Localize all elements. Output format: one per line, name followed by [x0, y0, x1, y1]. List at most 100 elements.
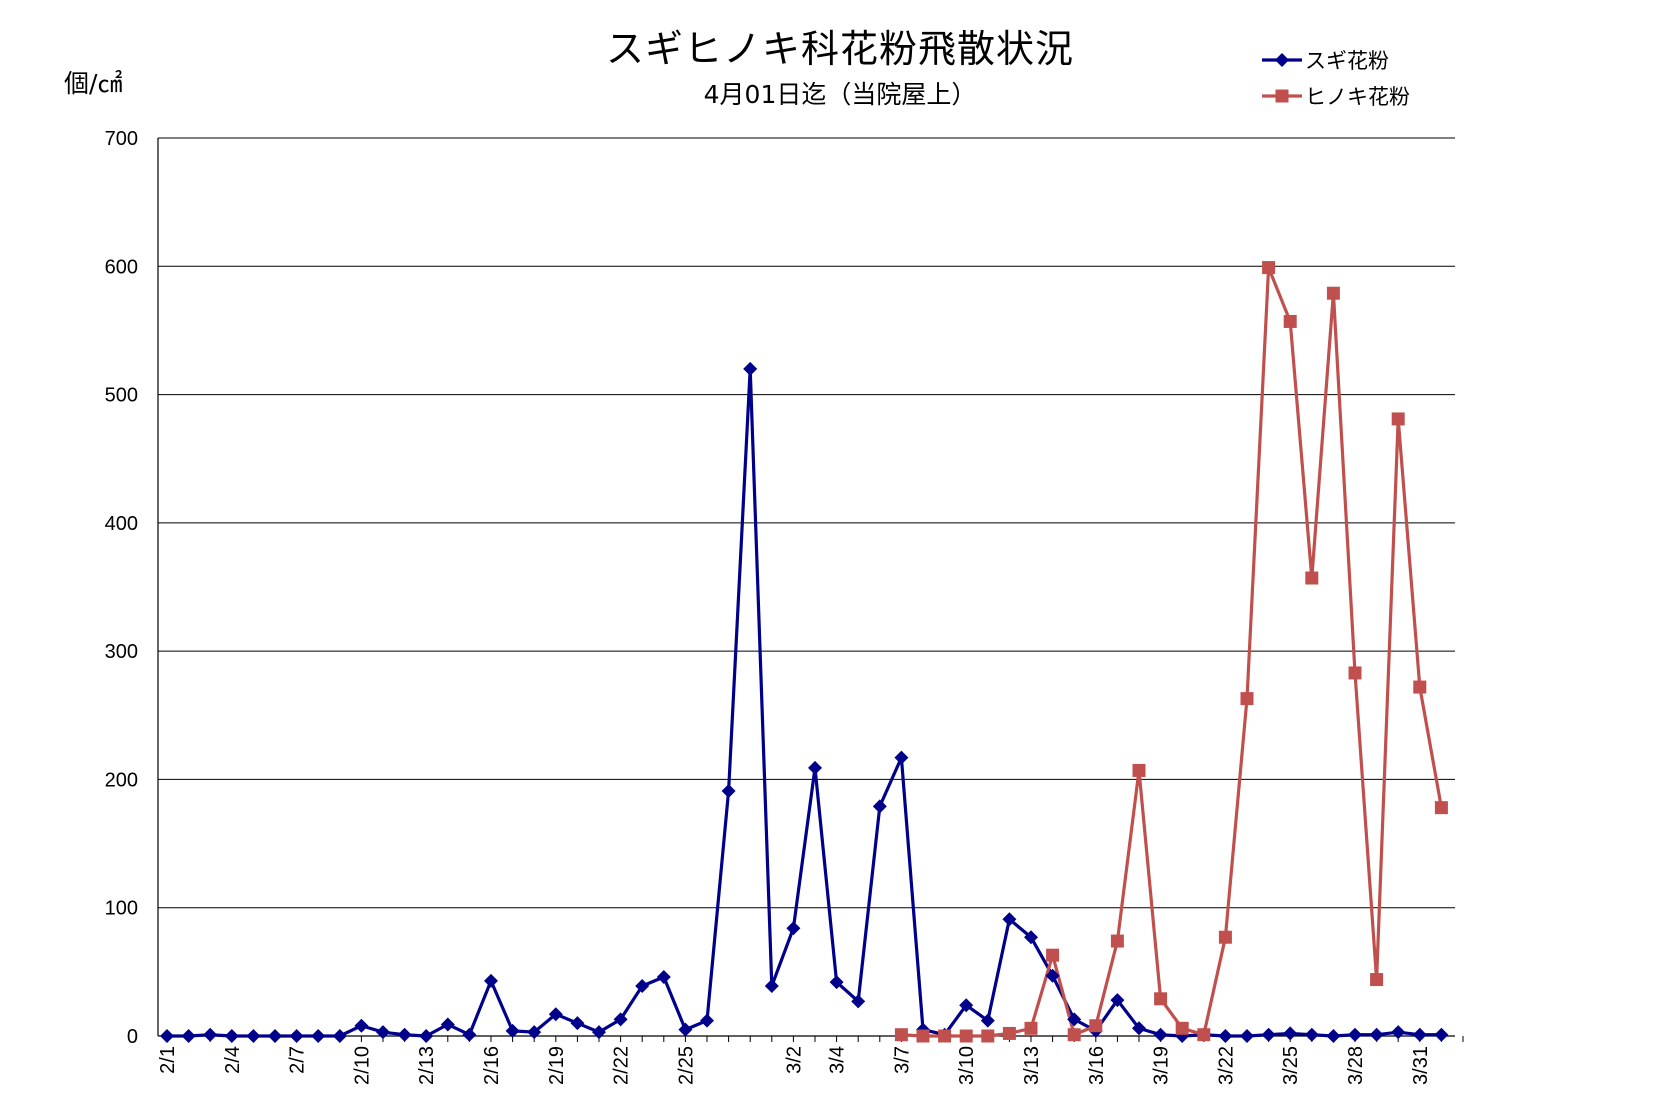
sugi-point-2-10 — [354, 1018, 369, 1033]
sugi-point-3-27 — [1326, 1029, 1341, 1043]
sugi-point-3-26 — [1304, 1027, 1319, 1042]
sugi-point-2-21 — [592, 1025, 606, 1040]
sugi-point-3-3 — [808, 760, 822, 775]
sugi-point-2-11 — [376, 1025, 390, 1040]
x-tick-3-31: 3/31 — [1410, 1046, 1432, 1085]
x-tick-2-19: 2/19 — [546, 1046, 568, 1085]
hinoki-point-3-8 — [916, 1029, 930, 1043]
hinoki-point-3-12 — [1002, 1026, 1016, 1040]
series-markers — [160, 261, 1449, 1043]
series-line-1 — [901, 265, 1443, 1038]
sugi-point-2-15 — [462, 1027, 477, 1042]
x-tick-2-10: 2/10 — [351, 1046, 373, 1085]
legend-marker-0 — [1275, 53, 1289, 67]
series-lines — [167, 265, 1443, 1038]
hinoki-point-3-31 — [1413, 680, 1427, 694]
sugi-point-2-23 — [635, 978, 650, 993]
hinoki-point-3-11 — [981, 1029, 995, 1043]
hinoki-point-3-25 — [1283, 314, 1297, 328]
hinoki-point-3-7 — [894, 1028, 908, 1042]
sugi-point-2-12 — [397, 1027, 412, 1042]
hinoki-point-4-1 — [1434, 801, 1448, 815]
chart-title: スギヒノキ科花粉飛散状況 — [605, 27, 1074, 71]
sugi-point-3-22 — [1218, 1029, 1233, 1043]
x-tick-3-19: 3/19 — [1151, 1046, 1173, 1085]
sugi-point-2-19 — [548, 1007, 563, 1022]
sugi-point-3-28 — [1348, 1027, 1362, 1042]
x-tick-2-16: 2/16 — [481, 1046, 503, 1085]
sugi-point-3-7 — [894, 750, 909, 765]
sugi-point-3-23 — [1240, 1029, 1254, 1043]
sugi-point-2-9 — [332, 1029, 347, 1043]
y-tick-300: 300 — [105, 641, 138, 663]
y-tick-100: 100 — [105, 898, 138, 920]
sugi-point-2-18 — [527, 1025, 542, 1040]
sugi-point-3-19 — [1153, 1027, 1168, 1042]
y-tick-500: 500 — [105, 385, 138, 407]
y-axis-unit-label: 個/㎠ — [64, 69, 123, 98]
sugi-point-3-17 — [1110, 993, 1125, 1008]
sugi-point-3-24 — [1261, 1027, 1276, 1042]
y-tick-400: 400 — [105, 513, 138, 535]
sugi-point-2-5 — [246, 1029, 261, 1043]
sugi-point-2-6 — [268, 1029, 282, 1043]
sugi-point-2-4 — [224, 1029, 239, 1043]
legend-marker-1 — [1275, 89, 1289, 103]
sugi-point-3-13 — [1024, 930, 1038, 945]
sugi-point-3-2 — [786, 921, 801, 936]
sugi-point-2-22 — [613, 1012, 628, 1027]
hinoki-point-3-23 — [1240, 692, 1254, 706]
sugi-point-4-1 — [1434, 1027, 1449, 1042]
sugi-point-3-4 — [829, 975, 844, 990]
hinoki-point-3-13 — [1024, 1021, 1038, 1035]
hinoki-point-3-28 — [1348, 666, 1362, 680]
hinoki-point-3-30 — [1391, 412, 1405, 426]
legend-label-1: ヒノキ花粉 — [1305, 85, 1410, 109]
sugi-point-2-13 — [419, 1029, 434, 1043]
hinoki-point-3-18 — [1132, 763, 1146, 777]
sugi-point-3-5 — [851, 994, 866, 1009]
sugi-point-2-3 — [203, 1027, 218, 1042]
sugi-point-2-17 — [505, 1023, 520, 1038]
hinoki-point-3-20 — [1175, 1021, 1189, 1035]
sugi-point-2-28 — [743, 361, 758, 376]
sugi-point-2-14 — [440, 1017, 455, 1032]
y-tick-600: 600 — [105, 256, 138, 278]
sugi-point-3-1 — [764, 978, 779, 993]
sugi-point-3-12 — [1002, 912, 1017, 927]
sugi-point-3-31 — [1412, 1027, 1427, 1042]
hinoki-point-3-16 — [1089, 1019, 1103, 1033]
x-tick-3-10: 3/10 — [956, 1046, 978, 1085]
hinoki-point-3-19 — [1154, 992, 1168, 1006]
sugi-point-2-8 — [311, 1029, 326, 1043]
sugi-point-2-16 — [484, 973, 498, 988]
x-tick-2-7: 2/7 — [287, 1046, 309, 1074]
y-tick-200: 200 — [105, 769, 138, 791]
sugi-point-2-2 — [181, 1029, 196, 1043]
sugi-point-2-25 — [678, 1022, 693, 1037]
sugi-point-3-6 — [872, 799, 887, 814]
hinoki-point-3-22 — [1218, 930, 1232, 944]
y-tick-0: 0 — [127, 1026, 138, 1048]
x-tick-2-22: 2/22 — [611, 1046, 633, 1085]
hinoki-point-3-21 — [1197, 1028, 1211, 1042]
hinoki-point-3-9 — [938, 1029, 952, 1043]
sugi-point-2-1 — [160, 1029, 174, 1043]
hinoki-point-3-27 — [1326, 286, 1340, 300]
sugi-point-3-18 — [1132, 1021, 1146, 1036]
sugi-point-2-27 — [721, 783, 736, 798]
x-tick-3-16: 3/16 — [1086, 1046, 1108, 1085]
gridlines — [158, 137, 1455, 909]
x-tick-3-25: 3/25 — [1280, 1046, 1302, 1085]
x-tick-3-13: 3/13 — [1021, 1046, 1043, 1085]
sugi-point-2-20 — [570, 1016, 585, 1031]
sugi-point-3-11 — [980, 1013, 995, 1028]
x-tick-3-7: 3/7 — [891, 1046, 913, 1074]
sugi-point-3-25 — [1283, 1026, 1298, 1041]
y-tick-700: 700 — [105, 128, 138, 150]
x-tick-2-13: 2/13 — [416, 1046, 438, 1085]
x-tick-2-1: 2/1 — [157, 1046, 179, 1074]
sugi-point-2-24 — [656, 969, 671, 984]
x-tick-3-28: 3/28 — [1345, 1046, 1367, 1085]
